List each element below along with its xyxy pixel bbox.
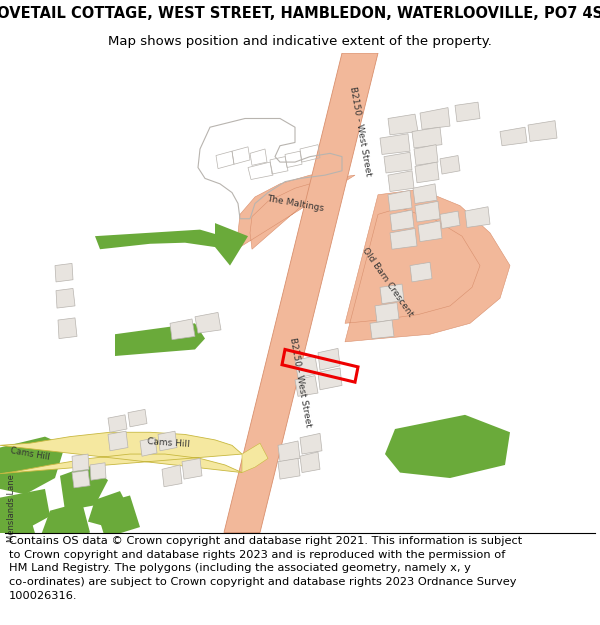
Polygon shape <box>195 312 221 333</box>
Polygon shape <box>58 318 77 339</box>
Polygon shape <box>500 127 527 146</box>
Polygon shape <box>414 144 438 166</box>
Polygon shape <box>415 201 440 222</box>
Polygon shape <box>388 114 418 135</box>
Polygon shape <box>380 284 404 304</box>
Polygon shape <box>295 376 318 396</box>
Polygon shape <box>300 452 320 472</box>
Polygon shape <box>440 156 460 174</box>
Polygon shape <box>224 53 378 532</box>
Polygon shape <box>242 443 268 472</box>
Polygon shape <box>318 368 342 390</box>
Polygon shape <box>90 462 106 480</box>
Polygon shape <box>55 263 73 282</box>
Polygon shape <box>182 458 202 479</box>
Polygon shape <box>60 465 108 511</box>
Polygon shape <box>0 489 50 532</box>
Polygon shape <box>72 454 89 471</box>
Polygon shape <box>95 229 230 249</box>
Polygon shape <box>384 152 412 173</box>
Polygon shape <box>385 415 510 478</box>
Text: B2150 - West Street: B2150 - West Street <box>347 86 373 177</box>
Polygon shape <box>410 262 432 282</box>
Polygon shape <box>440 211 460 229</box>
Polygon shape <box>278 441 300 462</box>
Polygon shape <box>238 171 355 249</box>
Text: Menslands Lane: Menslands Lane <box>7 474 17 542</box>
Polygon shape <box>108 431 128 451</box>
Polygon shape <box>140 438 157 456</box>
Polygon shape <box>88 491 130 527</box>
Polygon shape <box>56 289 75 308</box>
Polygon shape <box>0 437 65 494</box>
Polygon shape <box>215 223 248 266</box>
Polygon shape <box>295 356 318 377</box>
Polygon shape <box>40 502 90 541</box>
Polygon shape <box>108 415 127 432</box>
Polygon shape <box>0 432 242 474</box>
Polygon shape <box>528 121 557 141</box>
Text: The Maltings: The Maltings <box>266 194 324 213</box>
Polygon shape <box>412 127 442 148</box>
Polygon shape <box>390 210 414 231</box>
Polygon shape <box>388 171 414 191</box>
Text: B2150 - West Street: B2150 - West Street <box>287 337 313 428</box>
Polygon shape <box>158 431 177 451</box>
Text: Contains OS data © Crown copyright and database right 2021. This information is : Contains OS data © Crown copyright and d… <box>9 536 522 601</box>
Polygon shape <box>115 323 205 356</box>
Text: Old Barn Crescent: Old Barn Crescent <box>361 246 415 318</box>
Polygon shape <box>418 221 442 242</box>
Polygon shape <box>380 134 410 154</box>
Polygon shape <box>162 465 182 487</box>
Text: Cams Hill: Cams Hill <box>146 437 190 449</box>
Polygon shape <box>128 409 147 427</box>
Polygon shape <box>388 191 412 211</box>
Polygon shape <box>455 102 480 122</box>
Polygon shape <box>0 516 38 543</box>
Polygon shape <box>415 162 439 182</box>
Polygon shape <box>390 229 417 249</box>
Text: Cams Hill: Cams Hill <box>10 446 50 462</box>
Polygon shape <box>370 320 394 339</box>
Polygon shape <box>318 348 340 370</box>
Polygon shape <box>420 107 450 129</box>
Polygon shape <box>95 496 140 538</box>
Polygon shape <box>345 189 510 342</box>
Polygon shape <box>465 207 490 227</box>
Polygon shape <box>375 302 399 322</box>
Text: Map shows position and indicative extent of the property.: Map shows position and indicative extent… <box>108 35 492 48</box>
Text: DOVETAIL COTTAGE, WEST STREET, HAMBLEDON, WATERLOOVILLE, PO7 4SN: DOVETAIL COTTAGE, WEST STREET, HAMBLEDON… <box>0 6 600 21</box>
Polygon shape <box>72 471 90 488</box>
Polygon shape <box>278 458 300 479</box>
Polygon shape <box>170 319 195 339</box>
Polygon shape <box>413 184 437 204</box>
Polygon shape <box>300 433 322 454</box>
